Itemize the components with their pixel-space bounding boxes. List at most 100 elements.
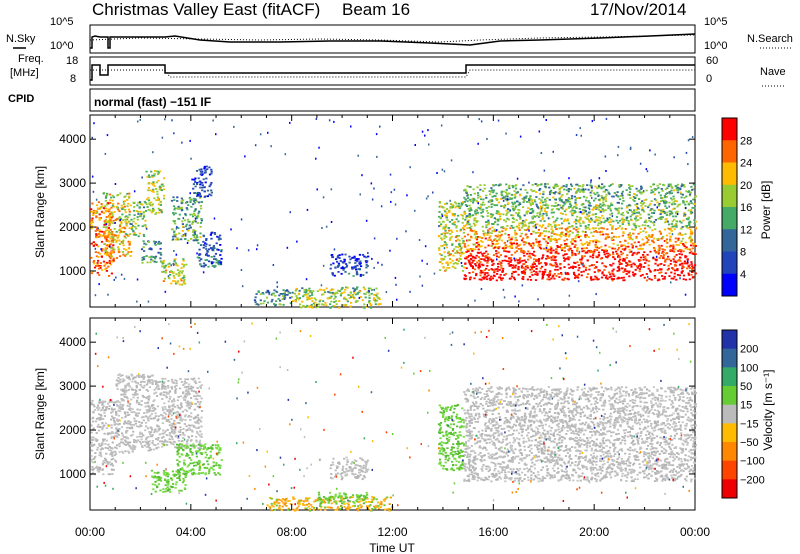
power-cell-1 bbox=[114, 234, 118, 237]
velocity-cell-2 bbox=[197, 447, 200, 449]
power-cell-4 bbox=[152, 240, 156, 243]
power-cell-15 bbox=[692, 183, 695, 186]
power-cell-10 bbox=[349, 305, 352, 308]
velocity-cell-1 bbox=[127, 450, 130, 453]
velocity-cell-1 bbox=[128, 422, 131, 425]
power-cell-5 bbox=[164, 264, 168, 267]
velocity-cell-1 bbox=[146, 402, 149, 405]
power-cell-15 bbox=[469, 194, 472, 196]
velocity-cell-1 bbox=[117, 400, 120, 403]
power-cell-10 bbox=[297, 292, 301, 295]
velocity-cell-1 bbox=[133, 448, 136, 450]
power-cell-0 bbox=[107, 210, 111, 213]
power-cell-15 bbox=[500, 198, 503, 200]
power-cell-14 bbox=[510, 238, 513, 241]
power-cell-5 bbox=[179, 278, 182, 280]
power-cell-14 bbox=[526, 236, 529, 238]
power-cell-14 bbox=[560, 227, 563, 230]
power-cell-0 bbox=[105, 247, 108, 250]
power-cell-13 bbox=[496, 270, 499, 273]
power-cell-7 bbox=[207, 254, 210, 257]
velocity-cell-1 bbox=[120, 388, 123, 391]
power-cell-1 bbox=[103, 222, 106, 224]
power-cell-0 bbox=[104, 251, 107, 254]
power-cell-13 bbox=[674, 260, 677, 263]
power-cell-1 bbox=[123, 205, 126, 208]
power-cell-3 bbox=[150, 170, 153, 173]
power-cell-7 bbox=[198, 259, 201, 262]
power-cell-3 bbox=[160, 189, 164, 192]
power-cell-13 bbox=[496, 273, 499, 275]
power-cell-6 bbox=[180, 202, 183, 205]
power-cell-11 bbox=[354, 262, 357, 264]
power-cell-14 bbox=[660, 237, 663, 240]
power-cell-14 bbox=[623, 244, 626, 247]
velocity-cell-1 bbox=[130, 411, 133, 414]
power-cell-12 bbox=[454, 245, 458, 248]
power-scatter-cell bbox=[585, 210, 587, 213]
power-cell-6 bbox=[181, 235, 184, 237]
power-cell-14 bbox=[665, 234, 668, 237]
power-cell-15 bbox=[531, 201, 534, 204]
power-cell-13 bbox=[586, 273, 590, 275]
velocity-cell-0 bbox=[101, 468, 104, 471]
power-cell-7 bbox=[202, 244, 205, 246]
power-cell-12 bbox=[461, 214, 464, 217]
power-cell-15 bbox=[532, 220, 535, 223]
power-scatter-cell bbox=[421, 130, 424, 133]
power-cell-0 bbox=[104, 268, 107, 271]
power-scatter-cell bbox=[194, 217, 197, 220]
power-cell-8 bbox=[199, 183, 202, 186]
power-cell-13 bbox=[690, 261, 693, 263]
power-cell-15 bbox=[608, 185, 611, 187]
power-cell-15 bbox=[511, 184, 514, 187]
noise-tick-right-high: 10^5 bbox=[704, 16, 728, 28]
power-cell-5 bbox=[185, 263, 188, 266]
power-cell-15 bbox=[499, 183, 502, 186]
power-cell-15 bbox=[474, 208, 478, 211]
power-scatter-cell bbox=[189, 139, 191, 142]
power-cell-13 bbox=[493, 274, 496, 277]
power-cell-15 bbox=[672, 195, 675, 198]
power-cell-15 bbox=[574, 199, 577, 201]
power-cell-15 bbox=[604, 195, 607, 198]
velocity-cell-0 bbox=[93, 457, 96, 460]
power-cell-13 bbox=[644, 262, 647, 264]
velocity-cell-0 bbox=[110, 407, 113, 410]
power-cell-13 bbox=[593, 271, 596, 273]
power-cell-15 bbox=[579, 225, 582, 227]
power-cell-4 bbox=[141, 259, 144, 261]
power-cell-15 bbox=[575, 207, 578, 209]
power-cell-13 bbox=[591, 250, 594, 253]
power-cell-15 bbox=[523, 199, 526, 202]
power-cell-15 bbox=[587, 200, 590, 202]
power-cell-7 bbox=[220, 257, 223, 260]
power-cell-14 bbox=[595, 241, 598, 244]
power-cell-8 bbox=[197, 177, 200, 180]
power-cell-14 bbox=[473, 243, 476, 246]
power-cell-15 bbox=[537, 184, 540, 186]
power-cell-12 bbox=[458, 242, 461, 245]
power-cell-15 bbox=[690, 185, 693, 188]
power-cell-14 bbox=[583, 247, 586, 250]
power-cell-1 bbox=[105, 229, 108, 232]
power-cell-10 bbox=[321, 303, 324, 306]
power-cell-2 bbox=[132, 220, 135, 223]
power-cell-13 bbox=[678, 253, 681, 255]
power-cell-15 bbox=[676, 205, 679, 208]
power-cell-15 bbox=[609, 223, 612, 226]
power-cell-15 bbox=[608, 217, 611, 219]
power-cell-7 bbox=[205, 238, 208, 240]
power-cell-1 bbox=[110, 211, 113, 214]
velocity-cell-1 bbox=[141, 445, 144, 447]
power-cell-10 bbox=[335, 303, 338, 306]
power-cell-11 bbox=[362, 274, 365, 276]
velocity-cell-1 bbox=[138, 433, 142, 435]
power-cell-15 bbox=[475, 221, 478, 224]
power-cell-15 bbox=[652, 221, 655, 224]
power-cell-13 bbox=[592, 252, 595, 255]
power-cell-13 bbox=[588, 265, 591, 267]
power-cell-1 bbox=[123, 231, 126, 233]
power-cell-15 bbox=[504, 198, 507, 201]
power-cell-15 bbox=[473, 192, 476, 195]
